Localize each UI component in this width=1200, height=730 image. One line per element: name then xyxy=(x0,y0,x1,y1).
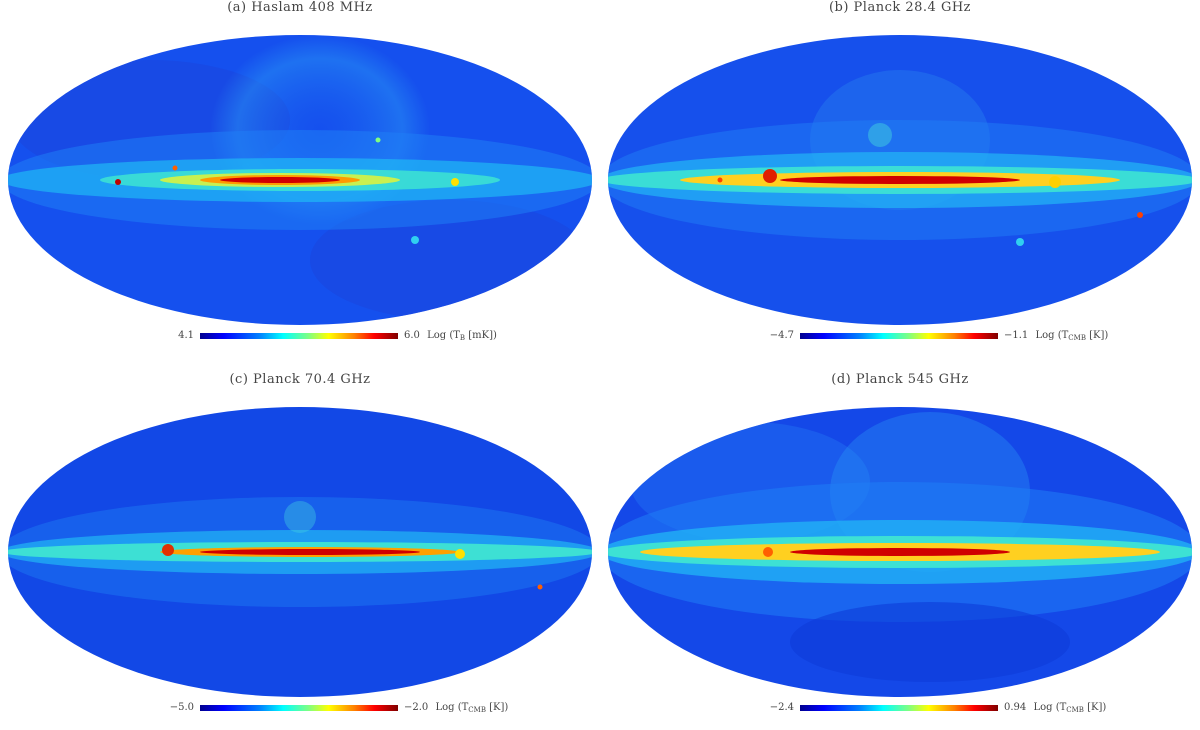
colorbar-max-value: −1.1 xyxy=(1004,330,1029,341)
unit-suffix: [K]) xyxy=(1085,330,1109,341)
colorbar: −5.0 −2.0 Log (TCMB [K]) xyxy=(0,701,600,715)
colorbar-min-label: −2.4 xyxy=(769,702,794,713)
sky-map-haslam xyxy=(8,35,592,325)
colorbar-max-label: 0.94 Log (TCMB [K]) xyxy=(1004,701,1106,717)
colorbar: 4.1 6.0 Log (TB [mK]) xyxy=(0,329,600,343)
sky-map-planck-545ghz xyxy=(608,407,1192,697)
unit-suffix: [K]) xyxy=(485,702,509,713)
panel-planck-28ghz: (b) Planck 28.4 GHz −4.7 −1.1 Log (TCMB … xyxy=(600,0,1200,358)
colorbar-gradient xyxy=(800,333,998,339)
unit-suffix: [mK]) xyxy=(465,330,497,341)
unit-prefix: Log (T xyxy=(427,330,460,341)
unit-prefix: Log (T xyxy=(435,702,469,713)
panel-planck-70ghz: (c) Planck 70.4 GHz −5.0 −2.0 Log (TCMB … xyxy=(0,372,600,730)
colorbar-unit: Log (TCMB [K]) xyxy=(1033,702,1107,714)
colorbar-unit: Log (TCMB [K]) xyxy=(435,702,509,714)
panel-title: (a) Haslam 408 MHz xyxy=(227,0,373,15)
sky-map-planck-28ghz xyxy=(608,35,1192,325)
unit-prefix: Log (T xyxy=(1033,702,1067,713)
panel-title: (d) Planck 545 GHz xyxy=(831,372,969,387)
colorbar-min-label: 4.1 xyxy=(178,330,194,341)
colorbar-gradient xyxy=(200,705,398,711)
colorbar-min-label: −4.7 xyxy=(769,330,794,341)
colorbar-min-label: −5.0 xyxy=(169,702,194,713)
colorbar-max-value: −2.0 xyxy=(404,702,429,713)
unit-subscript: CMB xyxy=(1066,706,1084,714)
colorbar-max-value: 6.0 xyxy=(404,330,420,341)
colorbar-gradient xyxy=(200,333,398,339)
colorbar-max-label: 6.0 Log (TB [mK]) xyxy=(404,329,497,345)
unit-prefix: Log (T xyxy=(1035,330,1069,341)
panel-haslam-408mhz: (a) Haslam 408 MHz xyxy=(0,0,600,358)
colorbar-unit: Log (TCMB [K]) xyxy=(1035,330,1109,342)
colorbar-max-label: −2.0 Log (TCMB [K]) xyxy=(404,701,508,717)
unit-subscript: CMB xyxy=(468,706,486,714)
unit-subscript: B xyxy=(459,334,466,342)
colorbar-max-label: −1.1 Log (TCMB [K]) xyxy=(1004,329,1108,345)
panel-title: (b) Planck 28.4 GHz xyxy=(828,0,972,15)
colorbar: −4.7 −1.1 Log (TCMB [K]) xyxy=(600,329,1200,343)
colorbar-gradient xyxy=(800,705,998,711)
colorbar: −2.4 0.94 Log (TCMB [K]) xyxy=(600,701,1200,715)
panel-planck-545ghz: (d) Planck 545 GHz −2.4 0.94 Log (TCMB [… xyxy=(600,372,1200,730)
colorbar-max-value: 0.94 xyxy=(1004,702,1027,713)
unit-suffix: [K]) xyxy=(1083,702,1107,713)
colorbar-unit: Log (TB [mK]) xyxy=(427,330,497,342)
sky-map-planck-70ghz xyxy=(8,407,592,697)
panel-title: (c) Planck 70.4 GHz xyxy=(229,372,371,387)
unit-subscript: CMB xyxy=(1068,334,1086,342)
